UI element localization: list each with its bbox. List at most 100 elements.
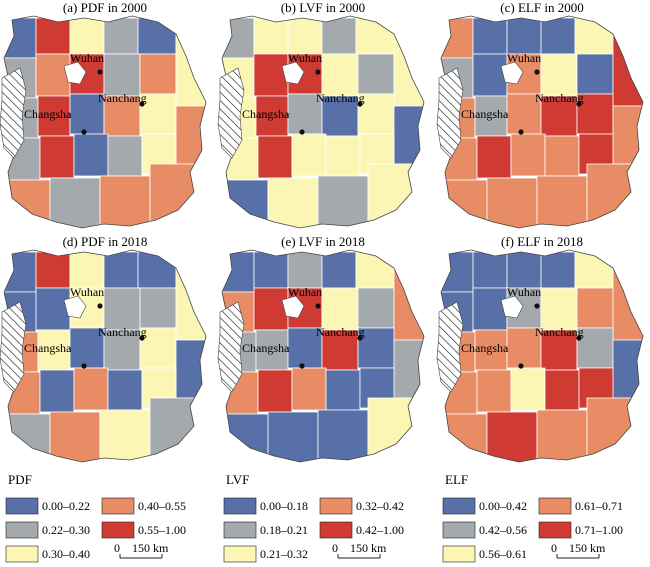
city-label-changsha: Changsha (242, 341, 290, 355)
map-panel-a: (a) PDF in 2000 Wuhan Nanchang Changsha (0, 0, 207, 229)
map-regions (441, 17, 643, 228)
map-region (222, 179, 269, 228)
map-region (35, 251, 71, 289)
map-region (321, 17, 357, 55)
map-region (355, 251, 395, 289)
legend-title: LVF (226, 472, 249, 487)
hatched-area (436, 301, 464, 393)
map-region (4, 251, 37, 293)
map-regions (222, 251, 424, 462)
city-label-nanchang: Nanchang (98, 325, 147, 339)
map-region (175, 339, 206, 399)
legend-label: 0.00–0.18 (260, 499, 308, 513)
map-region (107, 135, 143, 177)
map-panel-f: (f) ELF in 2018 Wuhan Nanchang Changsha (436, 234, 644, 463)
city-marker (518, 129, 524, 135)
map-region (137, 17, 177, 55)
lake-area (281, 295, 305, 319)
legend-swatch (442, 521, 476, 539)
map-region (325, 135, 361, 177)
map-region (103, 287, 141, 331)
map-region (355, 17, 395, 55)
scale-zero: 0 (551, 541, 557, 555)
map-region (35, 17, 71, 55)
map-region (540, 17, 576, 55)
hatched-area (217, 301, 245, 393)
legend-label: 0.71–1.00 (575, 523, 623, 537)
map-region (222, 17, 255, 59)
map-panels: (a) PDF in 2000WuhanNanchangChangsha(b) … (0, 0, 644, 463)
legend-label: 0.32–0.42 (356, 499, 404, 513)
map-region (73, 133, 109, 177)
map-region (253, 17, 289, 55)
legend-label: 0.30–0.40 (42, 547, 90, 561)
city-marker (315, 303, 321, 309)
map-region (175, 105, 206, 165)
legend-title: ELF (445, 472, 468, 487)
map-region (612, 339, 643, 399)
city-marker (139, 335, 145, 341)
map-region (536, 175, 588, 228)
legend-label: 0.61–0.71 (575, 499, 623, 513)
city-marker (81, 129, 87, 135)
map-panel-c: (c) ELF in 2000 Wuhan Nanchang Changsha (436, 0, 644, 229)
city-label-wuhan: Wuhan (70, 285, 104, 299)
city-label-wuhan: Wuhan (507, 285, 541, 299)
scale-label: 150 km (350, 541, 387, 555)
map-panel-b: (b) LVF in 2000 Wuhan Nanchang Changsha (217, 0, 425, 229)
city-marker (534, 303, 540, 309)
map-region (317, 409, 369, 462)
city-marker (299, 129, 305, 135)
map-region (321, 251, 357, 289)
legend-label: 0.42–0.56 (479, 523, 527, 537)
legend-swatch (442, 545, 476, 563)
lake-area (500, 295, 524, 319)
city-label-changsha: Changsha (461, 107, 509, 121)
map-region (441, 17, 474, 59)
lake-area (500, 61, 524, 85)
city-label-nanchang: Nanchang (316, 91, 365, 105)
map-region (139, 287, 177, 329)
legend-pdf: PDF 0.00–0.22 0.40–0.55 0.22–0.30 0.55–1.00 0… (5, 472, 186, 563)
map-regions (441, 251, 643, 462)
legend-swatch (5, 545, 39, 563)
map-region (149, 163, 206, 228)
map-region (73, 367, 109, 411)
map-region (39, 369, 75, 413)
panel-title: (d) PDF in 2018 (63, 234, 148, 249)
map-region (49, 177, 101, 228)
map-region (99, 409, 151, 462)
map-region (574, 251, 614, 289)
lake-area (63, 61, 87, 85)
map-region (540, 287, 578, 331)
map-region (253, 287, 289, 331)
map-region (291, 133, 327, 177)
city-label-nanchang: Nanchang (535, 91, 584, 105)
map-region (103, 17, 139, 55)
map-region (222, 413, 269, 462)
map-region (357, 287, 395, 329)
map-region (267, 411, 319, 462)
city-marker (357, 101, 363, 107)
city-marker (357, 335, 363, 341)
legend-label: 0.18–0.21 (260, 523, 308, 537)
map-region (540, 53, 578, 97)
city-marker (576, 101, 582, 107)
map-region (367, 163, 424, 228)
legend-title: PDF (8, 472, 32, 487)
map-region (4, 179, 51, 228)
city-label-wuhan: Wuhan (70, 51, 104, 65)
city-marker (97, 69, 103, 75)
map-region (441, 251, 474, 293)
map-region (287, 17, 323, 55)
legend-swatch (223, 545, 257, 563)
map-region (476, 135, 512, 179)
map-region (267, 177, 319, 228)
map-regions (222, 17, 424, 228)
map-region (544, 135, 580, 177)
map-region (257, 135, 293, 179)
legend-label: 0.22–0.30 (42, 523, 90, 537)
map-region (536, 409, 588, 462)
map-region (287, 251, 323, 289)
